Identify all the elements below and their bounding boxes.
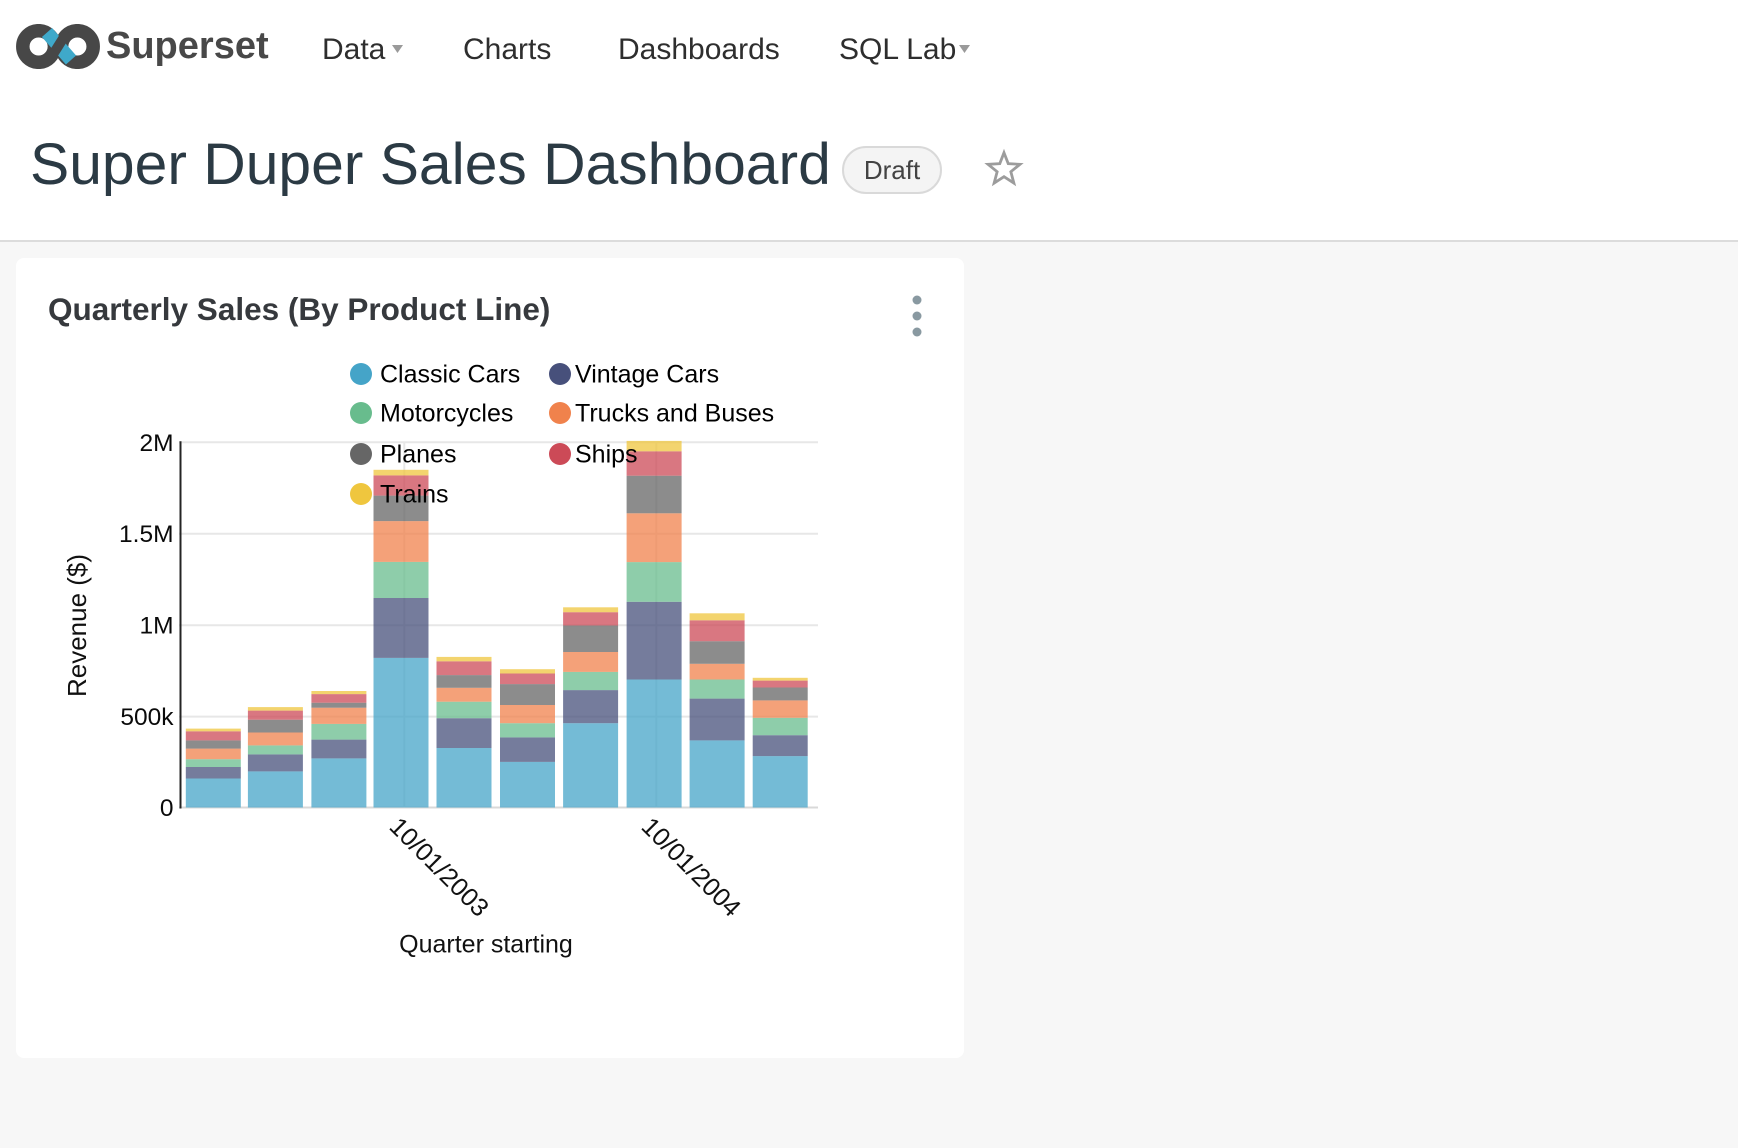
- svg-text:Trucks and Buses: Trucks and Buses: [575, 400, 774, 428]
- svg-text:10/01/2004: 10/01/2004: [636, 812, 746, 922]
- svg-text:0: 0: [160, 795, 174, 822]
- svg-text:Revenue ($): Revenue ($): [62, 554, 92, 697]
- svg-text:10/01/2003: 10/01/2003: [384, 812, 494, 922]
- svg-text:Trains: Trains: [380, 481, 449, 509]
- svg-text:Motorcycles: Motorcycles: [380, 400, 513, 428]
- svg-text:2M: 2M: [139, 430, 173, 457]
- svg-text:1M: 1M: [139, 613, 173, 640]
- svg-text:500k: 500k: [120, 704, 174, 731]
- svg-text:Vintage Cars: Vintage Cars: [575, 361, 719, 389]
- svg-text:Quarter starting: Quarter starting: [399, 931, 573, 959]
- svg-text:Planes: Planes: [380, 441, 456, 469]
- svg-text:1.5M: 1.5M: [119, 521, 173, 548]
- svg-text:Classic Cars: Classic Cars: [380, 361, 520, 389]
- svg-text:Ships: Ships: [575, 441, 638, 469]
